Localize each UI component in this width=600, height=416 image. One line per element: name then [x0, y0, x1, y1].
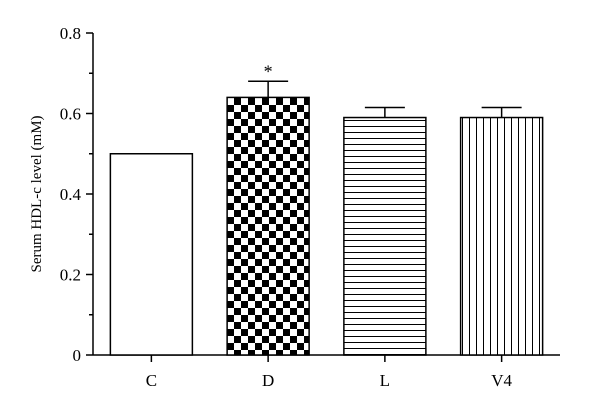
y-tick-label: 0: [73, 346, 82, 365]
x-tick-label-v4: V4: [491, 371, 512, 390]
y-tick-label: 0.2: [60, 266, 81, 285]
x-tick-label-d: D: [262, 371, 274, 390]
bar-l: [343, 116, 427, 356]
significance-marker: *: [264, 61, 273, 81]
x-tick-label-l: L: [380, 371, 390, 390]
y-axis-title: Serum HDL-c level (mM): [29, 115, 45, 272]
bar-c: [109, 153, 194, 356]
bar-v4: [459, 116, 544, 356]
y-tick-label: 0.6: [60, 105, 81, 124]
y-tick-label: 0.8: [60, 24, 81, 43]
x-tick-label-c: C: [146, 371, 157, 390]
y-tick-label: 0.4: [60, 185, 82, 204]
bar-d: [226, 96, 310, 356]
